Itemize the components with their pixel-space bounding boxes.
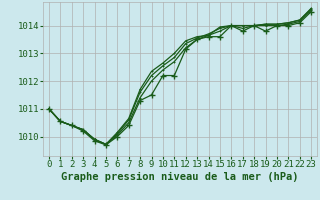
- X-axis label: Graphe pression niveau de la mer (hPa): Graphe pression niveau de la mer (hPa): [61, 172, 299, 182]
